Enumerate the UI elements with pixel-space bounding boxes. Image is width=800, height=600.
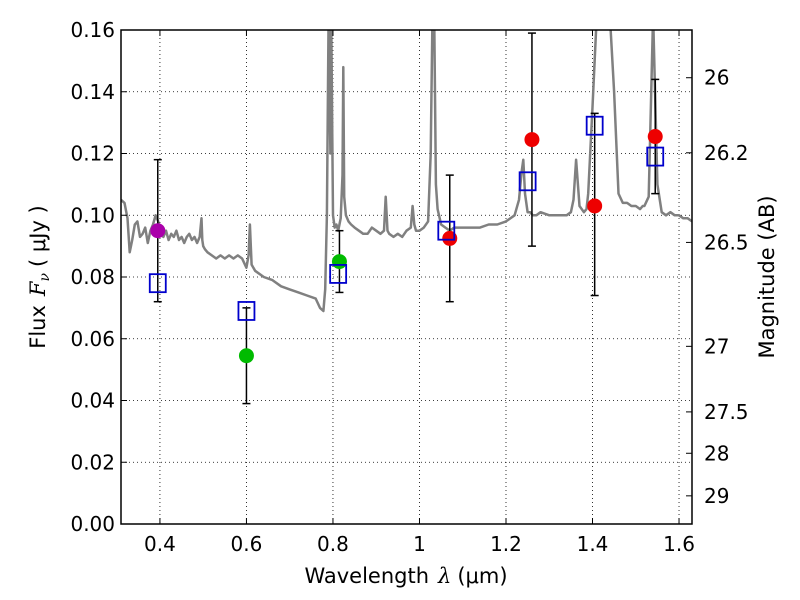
observed-point bbox=[331, 254, 347, 270]
y-axis-title-subscript: ν bbox=[37, 273, 53, 282]
model-point bbox=[585, 115, 604, 136]
y2-tick-label: 27 bbox=[704, 334, 729, 358]
y-axis-title-unit: ( μJy ) bbox=[26, 205, 50, 267]
spectrum-line bbox=[121, 30, 692, 313]
x-axis-title-text: Wavelength bbox=[304, 564, 429, 588]
y2-tick-label: 26.2 bbox=[704, 141, 749, 165]
x-axis-title-symbol: λ bbox=[437, 564, 451, 588]
y2-tick-label: 28 bbox=[704, 441, 729, 465]
y2-tick-label: 27.5 bbox=[704, 400, 749, 424]
observed-point bbox=[524, 132, 540, 148]
observed-points bbox=[150, 129, 663, 364]
model-point bbox=[518, 171, 537, 192]
x-tick-label: 0.4 bbox=[144, 532, 176, 556]
model-point bbox=[237, 301, 256, 321]
observed-point bbox=[587, 198, 603, 214]
y2-tick-label: 26.5 bbox=[704, 230, 749, 254]
x-tick-label: 1 bbox=[413, 532, 426, 556]
x-tick-label: 1.2 bbox=[490, 532, 522, 556]
y-tick-label: 0.06 bbox=[70, 327, 115, 351]
spectrum-series bbox=[121, 30, 692, 313]
y-tick-label: 0.00 bbox=[70, 512, 115, 536]
y2-axis-title: Magnitude (AB) bbox=[755, 195, 779, 358]
model-point bbox=[646, 146, 665, 167]
x-tick-label: 0.8 bbox=[317, 532, 349, 556]
x-tick-label: 0.6 bbox=[231, 532, 263, 556]
y-axis-ticks: 0.00 0.02 0.04 0.06 0.08 0.10 0.12 0.14 0.16 bbox=[70, 18, 127, 536]
y-axis-title: Flux Fν ( μJy ) bbox=[26, 205, 53, 348]
observed-point bbox=[150, 223, 166, 239]
y-tick-label: 0.12 bbox=[70, 142, 115, 166]
y-tick-label: 0.02 bbox=[70, 450, 115, 474]
y-axis-title-text: Flux bbox=[26, 305, 50, 349]
y-tick-label: 0.08 bbox=[70, 265, 115, 289]
x-tick-label: 1.4 bbox=[577, 532, 609, 556]
y-tick-label: 0.04 bbox=[70, 389, 115, 413]
x-axis-title-unit: (μm) bbox=[457, 564, 507, 588]
y2-tick-label: 26 bbox=[704, 66, 729, 90]
y-tick-label: 0.14 bbox=[70, 80, 115, 104]
observed-point bbox=[238, 348, 254, 364]
y-tick-label: 0.16 bbox=[70, 18, 115, 42]
y-axis-title-symbol: F bbox=[26, 280, 50, 297]
y2-tick-label: 29 bbox=[704, 484, 729, 508]
model-point bbox=[437, 220, 456, 241]
model-point bbox=[329, 264, 348, 284]
model-points bbox=[148, 115, 665, 321]
model-point bbox=[148, 273, 167, 294]
y2-axis-ticks: 26 26.2 26.5 27 27.5 28 29 bbox=[686, 66, 749, 508]
x-axis-title: Wavelength λ (μm) bbox=[304, 564, 507, 588]
observed-point bbox=[647, 129, 663, 145]
y-tick-label: 0.10 bbox=[70, 203, 115, 227]
x-axis-ticks: 0.4 0.6 0.8 1 1.2 1.4 1.6 bbox=[144, 30, 695, 556]
x-tick-label: 1.6 bbox=[663, 532, 695, 556]
